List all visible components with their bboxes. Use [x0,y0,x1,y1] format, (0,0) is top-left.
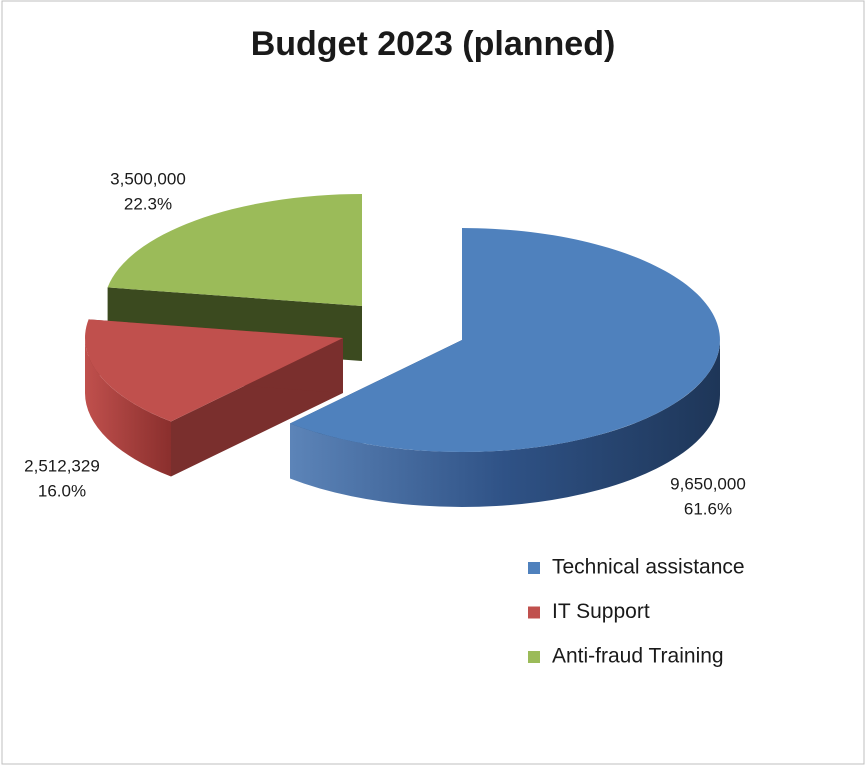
pie-slice [107,194,362,306]
slice-group [85,319,344,477]
data-label: 9,650,000 [670,474,746,493]
slice-side [85,338,171,477]
legend-swatch [528,606,540,619]
chart-title: Budget 2023 (planned) [251,25,616,63]
legend-swatch [528,562,540,574]
data-label-percent: 61.6% [684,499,732,518]
data-label: 2,512,329 [24,456,100,475]
data-label-percent: 16.0% [38,481,86,500]
data-label: 3,500,000 [110,169,186,188]
pie-slice [290,228,720,452]
legend-label: Anti-fraud Training [552,645,724,668]
legend-label: IT Support [552,600,650,623]
slice-side [290,340,720,508]
legend-label: Technical assistance [552,556,745,579]
legend-swatch [528,651,540,663]
slice-group [290,228,720,508]
pie-slice [85,319,344,422]
data-label-percent: 22.3% [124,194,172,213]
